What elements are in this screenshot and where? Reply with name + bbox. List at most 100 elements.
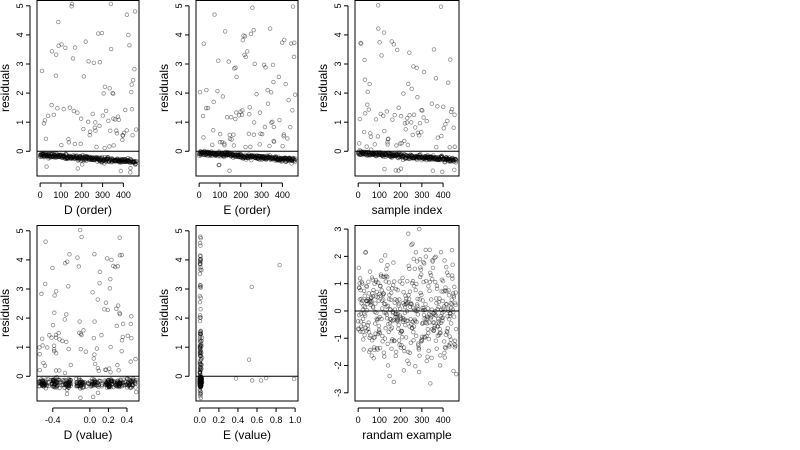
y-tick-label: -1 — [333, 334, 343, 342]
data-point — [197, 380, 203, 385]
data-point — [398, 141, 403, 146]
data-point — [45, 113, 51, 118]
data-point — [52, 382, 58, 387]
data-point — [198, 381, 203, 386]
data-point — [197, 381, 203, 386]
data-point — [250, 154, 256, 160]
data-point — [453, 326, 459, 332]
data-point — [92, 251, 97, 257]
data-point — [289, 158, 294, 163]
data-point — [428, 313, 433, 318]
data-point — [424, 316, 429, 322]
data-point — [197, 377, 203, 383]
data-point — [399, 141, 404, 146]
data-point — [86, 119, 91, 125]
data-point — [78, 116, 84, 121]
data-point — [444, 155, 449, 160]
data-point — [438, 314, 443, 319]
data-point — [55, 153, 61, 158]
data-point — [47, 153, 52, 159]
data-point — [116, 379, 121, 385]
data-point — [371, 345, 377, 350]
x-axis-title: E (order) — [223, 203, 270, 217]
data-point — [117, 379, 123, 385]
y-tick-label: 2 — [15, 316, 25, 321]
data-point — [98, 156, 104, 162]
data-point — [424, 155, 429, 161]
data-point — [64, 155, 69, 161]
data-point — [198, 380, 203, 386]
data-point — [79, 153, 85, 158]
data-point — [198, 236, 203, 241]
y-tick-label: 1 — [174, 120, 184, 125]
data-point — [52, 153, 57, 158]
data-point — [364, 151, 369, 156]
data-point — [386, 150, 392, 156]
data-point — [244, 154, 250, 159]
data-point — [217, 153, 222, 158]
data-point — [361, 347, 366, 352]
data-point — [198, 376, 203, 381]
data-point — [197, 379, 203, 385]
data-point — [198, 382, 203, 388]
data-point — [198, 328, 203, 334]
data-point — [393, 353, 398, 359]
data-point — [358, 329, 363, 334]
data-point — [198, 377, 204, 382]
data-point — [414, 302, 420, 307]
data-point — [117, 158, 122, 164]
data-point — [275, 157, 280, 163]
data-point — [449, 157, 454, 162]
data-point — [253, 154, 259, 159]
data-point — [197, 376, 203, 382]
data-point — [399, 343, 404, 348]
data-point — [364, 149, 369, 155]
data-point — [60, 382, 66, 388]
data-point — [105, 382, 110, 388]
x-tick-label: 0.8 — [270, 415, 283, 425]
data-point — [87, 133, 92, 138]
data-point — [37, 379, 42, 384]
data-point — [291, 156, 297, 161]
data-point — [400, 319, 405, 324]
data-point — [198, 381, 203, 386]
x-tick-label: 0.0 — [194, 415, 207, 425]
y-tick-label: 0 — [174, 149, 184, 154]
data-point — [373, 153, 378, 159]
data-point — [40, 380, 46, 386]
data-point — [204, 149, 209, 155]
data-point — [42, 363, 48, 368]
data-point — [285, 157, 291, 162]
data-point — [397, 152, 402, 157]
data-point — [275, 157, 281, 162]
data-point — [198, 377, 204, 383]
data-point — [131, 160, 136, 165]
data-point — [43, 150, 48, 156]
data-point — [363, 152, 368, 157]
data-point — [132, 160, 137, 165]
data-point — [197, 370, 203, 376]
data-point — [268, 156, 273, 161]
data-point — [222, 143, 227, 148]
data-point — [420, 108, 425, 113]
data-point — [430, 168, 436, 173]
data-point — [372, 321, 378, 326]
data-point — [101, 158, 106, 163]
data-point — [128, 378, 134, 384]
data-point — [132, 160, 137, 165]
data-point — [104, 256, 110, 261]
data-point — [90, 290, 95, 295]
data-point — [56, 19, 61, 25]
data-point — [291, 157, 296, 162]
data-point — [198, 234, 203, 239]
data-point — [422, 316, 427, 321]
data-point — [103, 159, 109, 164]
data-point — [102, 154, 108, 160]
y-tick-label: -3 — [333, 389, 343, 397]
data-point — [408, 154, 414, 160]
data-point — [220, 94, 226, 99]
data-point — [423, 254, 429, 259]
x-tick-label: 400 — [116, 190, 131, 200]
data-point — [198, 378, 204, 383]
data-point — [99, 154, 105, 160]
